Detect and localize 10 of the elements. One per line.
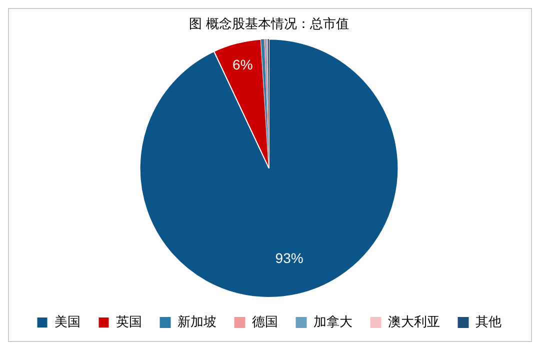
legend-label: 新加坡 [177,314,216,330]
data-label: 93% [275,250,304,266]
legend-label: 加拿大 [313,314,352,330]
legend-label: 美国 [54,314,80,330]
legend-label: 其他 [475,314,502,330]
data-label: 6% [232,56,253,73]
chart-title: 图 概念股基本情况：总市值 [188,17,350,32]
legend-label: 英国 [116,314,142,330]
legend-label: 澳大利亚 [388,314,440,330]
legend-label: 德国 [252,314,278,330]
